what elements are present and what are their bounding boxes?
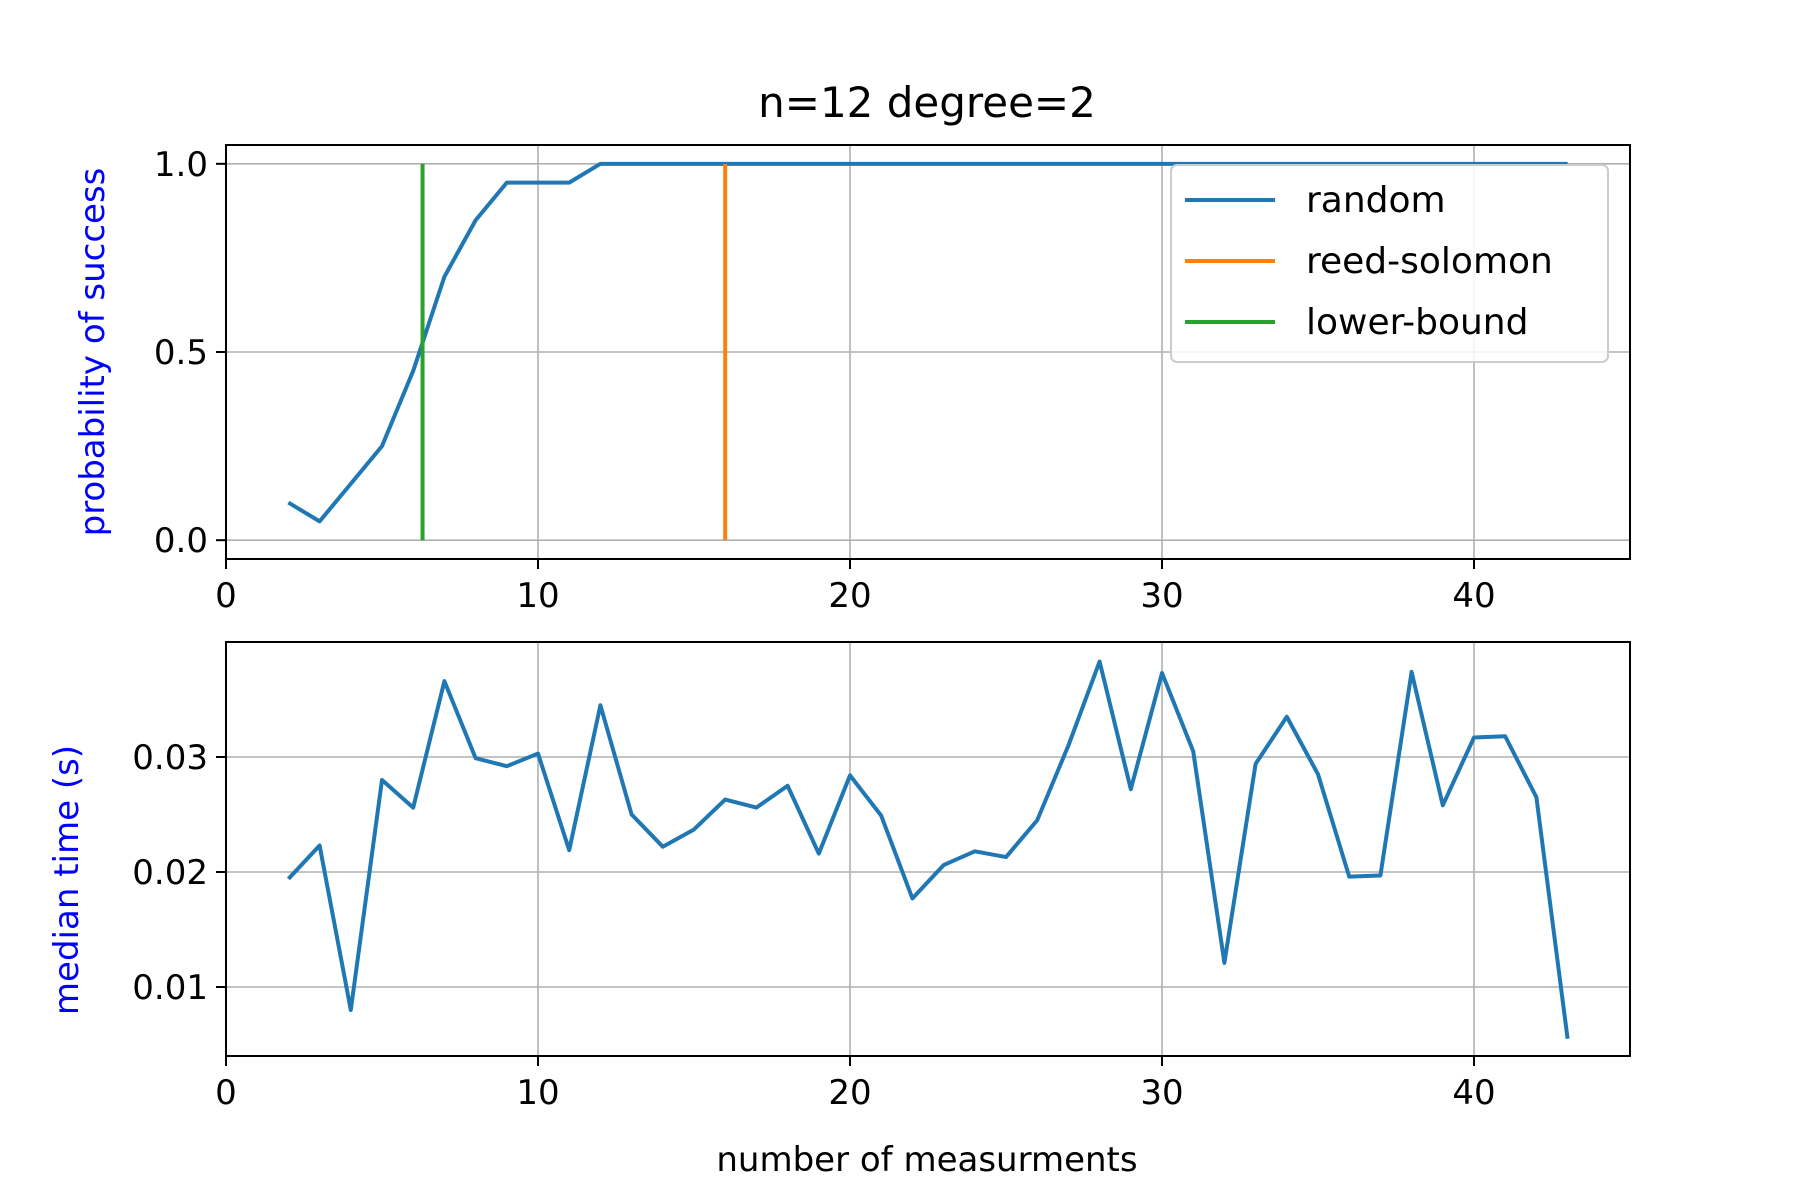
legend-label-lower-bound: lower-bound: [1306, 302, 1528, 343]
x-tick-label: 20: [828, 1073, 871, 1113]
legend-label-random: random: [1306, 180, 1446, 221]
legend-box: [1170, 164, 1609, 363]
x-tick-label: 30: [1140, 576, 1183, 616]
x-tick-label: 10: [516, 1073, 559, 1113]
y-tick-label: 0.5: [154, 333, 208, 373]
y-tick-label: 0.03: [132, 738, 208, 778]
legend: random reed-solomon lower-bound: [1170, 164, 1609, 363]
y-tick-label: 0.01: [132, 968, 208, 1008]
series-line-median-time: [286, 659, 1570, 1040]
grid: [225, 642, 1630, 1056]
series-group: [287, 161, 1568, 541]
plot-frame: [225, 641, 1631, 1057]
series-line-random: [287, 161, 1568, 524]
x-tick-label: 10: [516, 576, 559, 616]
x-axis-label: number of measurments: [716, 1140, 1137, 1180]
x-tick-label: 20: [828, 576, 871, 616]
series-group: [286, 659, 1570, 1040]
ticks: 0 10 20 30 40 0.01 0.02 0.03: [132, 738, 1495, 1113]
y-axis-label: probability of success: [73, 168, 113, 537]
x-tick-label: 30: [1140, 1073, 1183, 1113]
ticks: 0 10 20 30 40 0.0 0.5 1.0: [154, 145, 1496, 616]
x-tick-label: 40: [1452, 576, 1495, 616]
x-tick-label: 0: [215, 1073, 237, 1113]
y-tick-label: 0.02: [132, 853, 208, 893]
legend-label-reed-solomon: reed-solomon: [1306, 241, 1553, 282]
y-tick-label: 1.0: [154, 145, 208, 185]
chart-title: n=12 degree=2: [758, 78, 1096, 127]
y-tick-label: 0.0: [154, 521, 208, 561]
chart-success-probability: n=12 degree=2 0 10 20 30 40 0.0 0.5 1.0 probabi…: [73, 78, 1631, 616]
x-tick-label: 0: [215, 576, 237, 616]
y-axis-label: median time (s): [47, 745, 87, 1015]
x-tick-label: 40: [1452, 1073, 1495, 1113]
chart-median-time: 0 10 20 30 40 0.01 0.02 0.03 median time (s) nu…: [47, 641, 1631, 1180]
